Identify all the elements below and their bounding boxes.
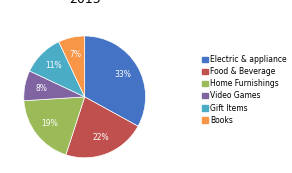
Wedge shape	[24, 97, 85, 155]
Text: 11%: 11%	[45, 61, 62, 70]
Text: 33%: 33%	[114, 70, 131, 79]
Title: 2015: 2015	[69, 0, 100, 6]
Wedge shape	[85, 36, 146, 126]
Text: 22%: 22%	[93, 133, 109, 142]
Wedge shape	[59, 36, 85, 97]
Legend: Electric & appliance, Food & Beverage, Home Furnishings, Video Games, Gift Items: Electric & appliance, Food & Beverage, H…	[201, 54, 288, 126]
Text: 7%: 7%	[69, 50, 81, 59]
Wedge shape	[66, 97, 138, 158]
Text: 19%: 19%	[42, 119, 58, 128]
Wedge shape	[29, 42, 85, 97]
Text: 8%: 8%	[36, 84, 48, 93]
Wedge shape	[24, 71, 85, 101]
